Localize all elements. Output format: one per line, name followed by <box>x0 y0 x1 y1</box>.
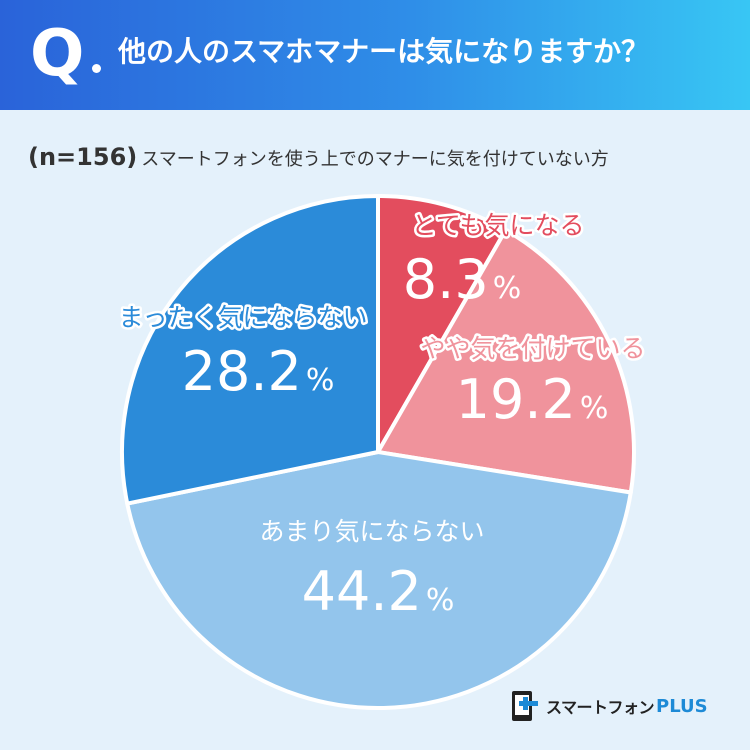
logo-plus: PLUS <box>656 695 708 717</box>
smartphone-plus-logo-icon <box>512 691 538 721</box>
slice-label-4: まったく気にならない <box>118 303 367 332</box>
slice-label-3: あまり気にならない <box>259 517 484 546</box>
slice-value-4: 28.2% <box>182 340 335 403</box>
subtitle-text: スマートフォンを使う上でのマナーに気を付けていない方 <box>141 149 609 170</box>
pie-slice-4 <box>120 194 380 506</box>
chart-subtitle: (n=156) スマートフォンを使う上でのマナーに気を付けていない方 <box>28 142 609 175</box>
slice-value-2: 19.2% <box>456 368 609 431</box>
q-dot <box>92 64 101 73</box>
slice-label-2: やや気を付けている <box>420 334 645 363</box>
sample-size: (n=156) <box>28 143 138 171</box>
logo-text: スマートフォン <box>546 698 655 717</box>
q-letter: Q <box>30 17 85 91</box>
header-banner: Q 他の人のスマホマナーは気になりますか？ <box>0 0 750 110</box>
pie-slice-2 <box>376 228 636 495</box>
pie-slice-1 <box>376 194 508 454</box>
slice-value-3: 44.2% <box>302 560 455 623</box>
brand-logo: スマートフォン PLUS <box>510 688 708 724</box>
slice-value-1: 8.3% <box>403 248 521 311</box>
pie-slice-3 <box>125 450 633 710</box>
question-title: 他の人のスマホマナーは気になりますか？ <box>118 35 650 68</box>
slice-label-1: とても気になる <box>411 211 584 240</box>
